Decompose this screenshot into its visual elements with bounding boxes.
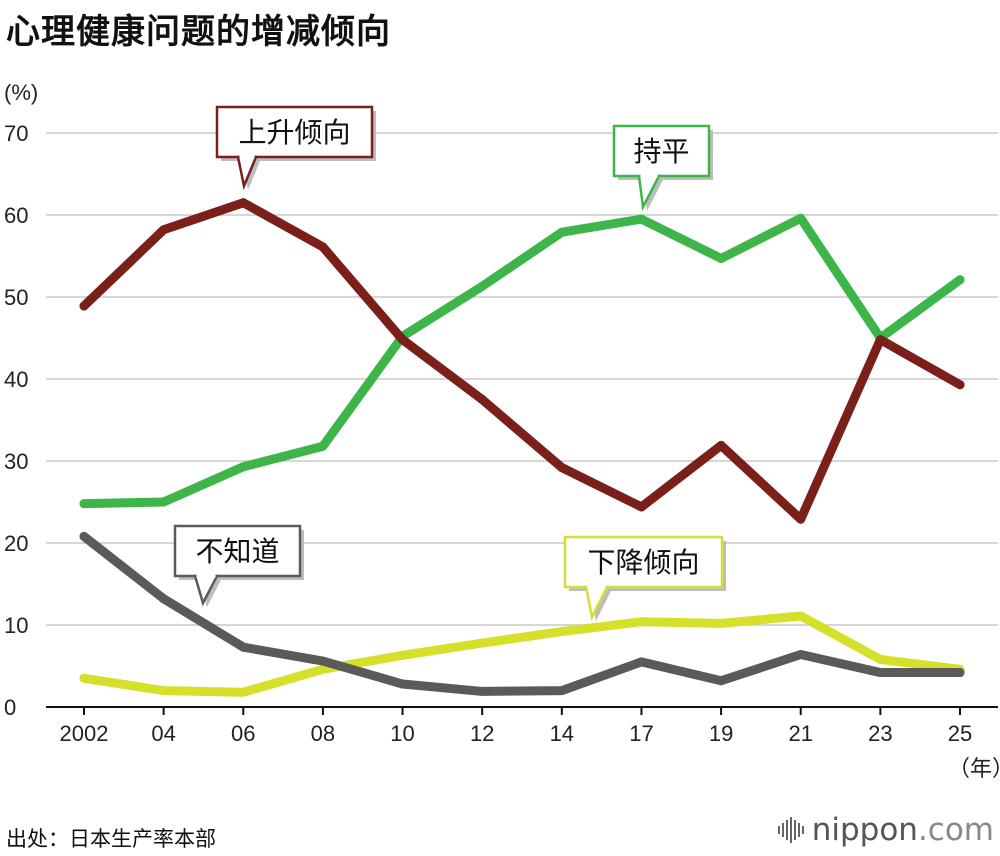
x-tick-label: 08 — [311, 721, 335, 746]
y-tick-label: 40 — [4, 367, 28, 392]
data-point — [716, 440, 726, 450]
x-tick-label: 2002 — [60, 721, 109, 746]
data-point — [238, 687, 248, 697]
data-point — [159, 225, 169, 235]
axes: (%) （年） 0 10 20 30 40 50 60 70 2002 04 06 08 10 12 14 1… — [4, 80, 1000, 781]
data-point — [636, 214, 646, 224]
callout-3: 下降倾向 — [563, 535, 726, 621]
data-point — [79, 301, 89, 311]
callout-box — [215, 105, 374, 159]
x-axis-unit-label: （年） — [948, 756, 1000, 781]
data-point — [477, 686, 487, 696]
series-line-1 — [79, 213, 965, 509]
data-point — [955, 275, 965, 285]
data-point — [716, 676, 726, 686]
callout-label: 持平 — [633, 135, 689, 168]
data-point — [636, 657, 646, 667]
logo-name: nippon — [811, 812, 918, 848]
y-tick-label: 10 — [4, 613, 28, 638]
data-point — [238, 198, 248, 208]
y-tick-label: 30 — [4, 449, 28, 474]
x-tick-label: 06 — [231, 721, 255, 746]
data-point — [477, 638, 487, 648]
data-point — [557, 227, 567, 237]
series-line-0 — [79, 198, 965, 524]
x-tick-label: 23 — [868, 721, 892, 746]
data-point — [636, 617, 646, 627]
data-point — [477, 281, 487, 291]
x-tick-label: 10 — [390, 721, 414, 746]
data-point — [159, 686, 169, 696]
data-point — [875, 654, 885, 664]
source-note: 出处：日本生产率本部 — [6, 827, 216, 851]
data-point — [796, 650, 806, 660]
data-point — [79, 531, 89, 541]
data-point — [716, 618, 726, 628]
callout-box — [563, 535, 724, 589]
callout-box — [612, 124, 711, 178]
data-point — [398, 679, 408, 689]
data-point — [955, 668, 965, 678]
data-point — [159, 497, 169, 507]
data-point — [398, 335, 408, 345]
data-point — [318, 664, 328, 674]
series-lines — [79, 198, 965, 697]
callout-label: 下降倾向 — [587, 546, 699, 579]
data-point — [398, 650, 408, 660]
y-tick-label: 0 — [4, 695, 16, 720]
x-tick-label: 17 — [629, 721, 653, 746]
data-point — [318, 441, 328, 451]
y-tick-label: 50 — [4, 285, 28, 310]
callout-2: 不知道 — [173, 524, 304, 607]
callout-box — [173, 524, 302, 578]
x-tick-label: 19 — [709, 721, 733, 746]
x-tick-label: 25 — [948, 721, 972, 746]
data-point — [557, 463, 567, 473]
x-tick-label: 21 — [788, 721, 812, 746]
data-point — [318, 656, 328, 666]
data-point — [796, 611, 806, 621]
series-line-2 — [79, 531, 965, 696]
data-point — [716, 253, 726, 263]
data-point — [318, 242, 328, 252]
y-tick-label: 70 — [4, 121, 28, 146]
data-point — [875, 335, 885, 345]
data-point — [159, 594, 169, 604]
data-point — [796, 514, 806, 524]
logo-suffix: .com — [917, 812, 994, 848]
data-point — [557, 627, 567, 637]
data-point — [238, 462, 248, 472]
data-point — [875, 668, 885, 678]
callout-0: 上升倾向 — [215, 105, 376, 191]
chart-title: 心理健康问题的增减倾向 — [6, 12, 391, 52]
data-point — [79, 673, 89, 683]
y-axis-unit-label: (%) — [4, 80, 38, 105]
logo-bars-icon — [777, 817, 804, 843]
series-line-3 — [79, 611, 965, 697]
data-point — [79, 499, 89, 509]
y-tick-label: 60 — [4, 203, 28, 228]
data-point — [238, 642, 248, 652]
data-point — [955, 380, 965, 390]
callout-label: 上升倾向 — [238, 116, 350, 149]
y-tick-label: 20 — [4, 531, 28, 556]
data-point — [636, 502, 646, 512]
x-tick-label: 12 — [470, 721, 494, 746]
callout-1: 持平 — [612, 124, 713, 212]
data-point — [477, 395, 487, 404]
data-point — [557, 686, 567, 696]
callout-label: 不知道 — [195, 535, 279, 568]
x-tick-label: 14 — [550, 721, 574, 746]
nippon-logo: nippon.com — [777, 812, 994, 848]
x-tick-label: 04 — [151, 721, 175, 746]
data-point — [796, 213, 806, 223]
